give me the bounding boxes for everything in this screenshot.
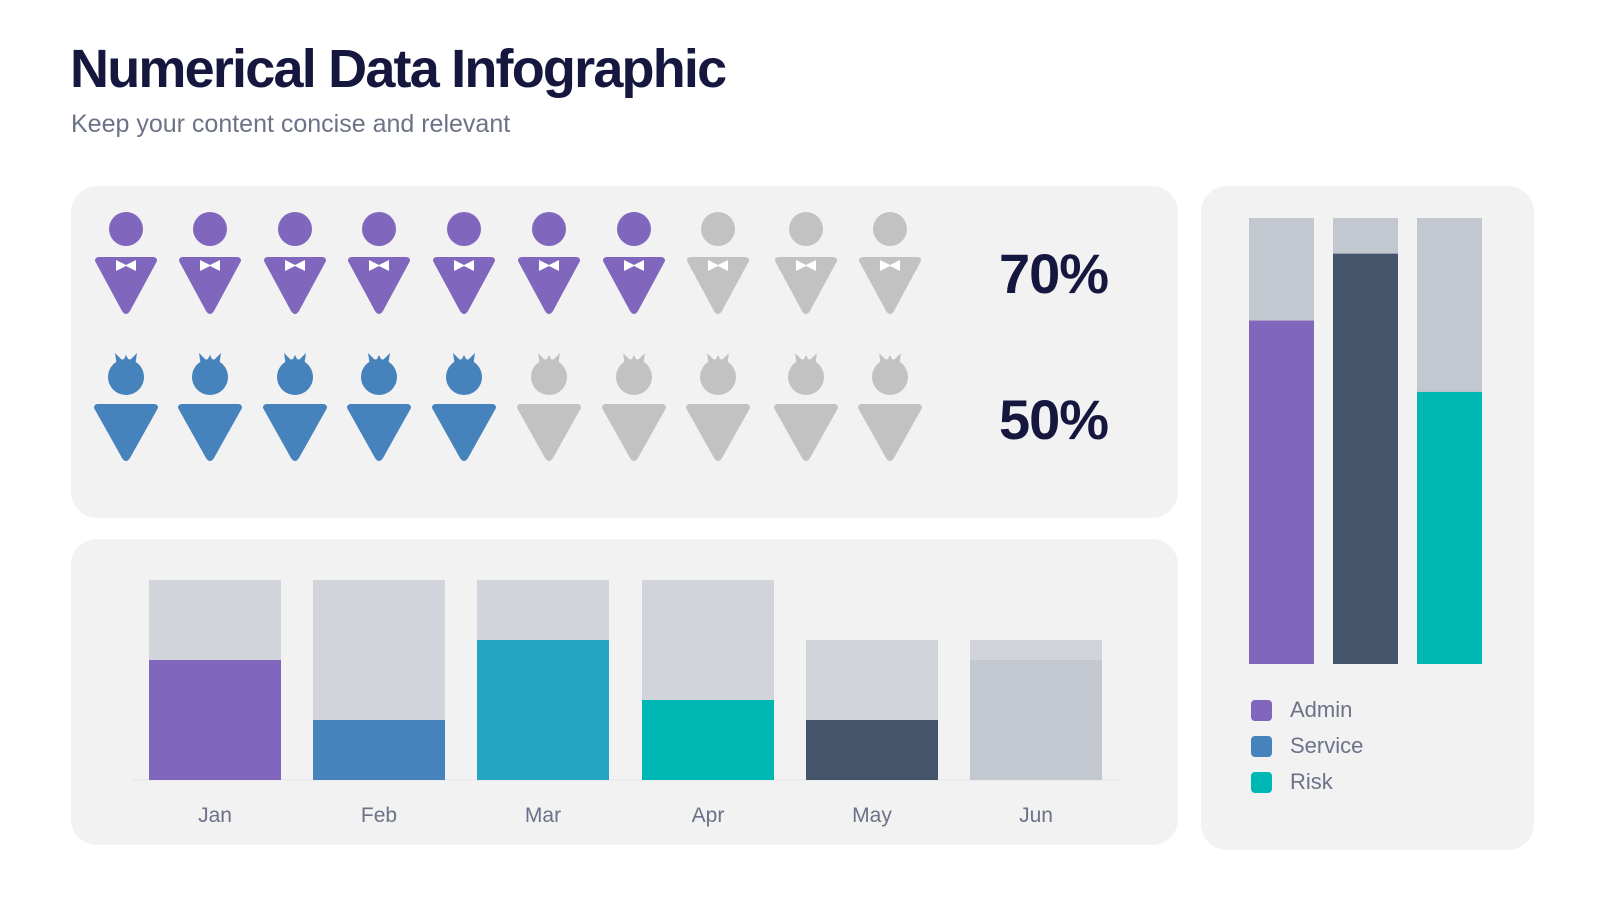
legend-swatch-risk bbox=[1251, 772, 1272, 793]
woman-icon bbox=[602, 353, 666, 461]
x-tick-label-jun: Jun bbox=[1019, 804, 1053, 827]
legend-label-admin: Admin bbox=[1290, 697, 1353, 722]
x-tick-label-mar: Mar bbox=[524, 804, 562, 827]
bar-apr bbox=[642, 700, 774, 780]
man-icon bbox=[95, 212, 157, 314]
man-icon bbox=[518, 212, 580, 314]
man-icon bbox=[775, 212, 837, 314]
bar-jan bbox=[149, 660, 281, 780]
x-tick-label-feb: Feb bbox=[360, 804, 398, 827]
man-icon bbox=[264, 212, 326, 314]
legend-swatch-admin bbox=[1251, 700, 1272, 721]
legend-label-risk: Risk bbox=[1290, 769, 1333, 794]
bar-may bbox=[806, 720, 938, 780]
x-tick-label-jan: Jan bbox=[198, 804, 232, 827]
legend-label-service: Service bbox=[1290, 733, 1364, 758]
x-tick-label-may: May bbox=[852, 804, 892, 827]
woman-icon bbox=[858, 353, 922, 461]
woman-icon bbox=[774, 353, 838, 461]
woman-icon bbox=[517, 353, 581, 461]
page-title: Numerical Data Infographic bbox=[70, 39, 727, 99]
page-subtitle: Keep your content concise and relevant bbox=[71, 110, 511, 138]
stacked-bar-chart-card: Admin Service Risk bbox=[1201, 186, 1534, 850]
women-icon-row: 50% bbox=[71, 186, 1178, 518]
man-icon bbox=[859, 212, 921, 314]
stacked-bar-risk bbox=[1417, 391, 1482, 664]
stacked-bar-service bbox=[1333, 253, 1398, 664]
bar-jun bbox=[970, 660, 1102, 780]
man-icon bbox=[433, 212, 495, 314]
woman-icon bbox=[432, 353, 496, 461]
bar-feb bbox=[313, 720, 445, 780]
woman-icon bbox=[263, 353, 327, 461]
legend-swatch-service bbox=[1251, 736, 1272, 757]
man-icon bbox=[687, 212, 749, 314]
x-tick-label-apr: Apr bbox=[691, 804, 725, 827]
stacked-bar-admin bbox=[1249, 320, 1314, 664]
people-icon-card: 70% 50% bbox=[71, 186, 1178, 518]
women-percentage: 50% bbox=[999, 388, 1109, 451]
men-icon-row: 70% bbox=[71, 186, 1178, 518]
man-icon bbox=[348, 212, 410, 314]
woman-icon bbox=[347, 353, 411, 461]
men-percentage: 70% bbox=[999, 242, 1109, 305]
man-icon bbox=[603, 212, 665, 314]
woman-icon bbox=[686, 353, 750, 461]
bar-mar bbox=[477, 640, 609, 780]
woman-icon bbox=[94, 353, 158, 461]
stacked-bar-chart bbox=[1249, 218, 1482, 664]
woman-icon bbox=[178, 353, 242, 461]
men-icons bbox=[95, 212, 921, 314]
man-icon bbox=[179, 212, 241, 314]
monthly-bar-chart bbox=[131, 580, 1121, 781]
monthly-bar-chart-card: Jan Feb Mar Apr May Jun bbox=[71, 539, 1178, 845]
women-icons bbox=[94, 353, 922, 461]
